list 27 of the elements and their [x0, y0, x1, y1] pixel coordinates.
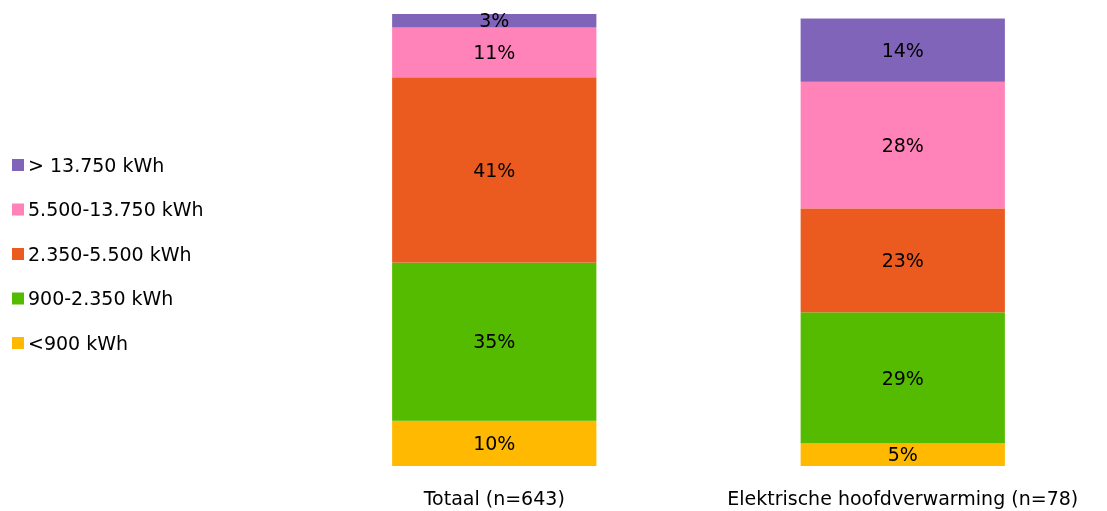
legend-label: 2.350-5.500 kWh [28, 242, 192, 265]
data-label: 14% [881, 38, 924, 61]
data-label: 35% [473, 330, 516, 353]
legend-label: > 13.750 kWh [28, 153, 165, 176]
legend-label: 5.500-13.750 kWh [28, 198, 204, 221]
data-label: 10% [473, 432, 516, 455]
bar [392, 27, 597, 78]
bar [392, 77, 597, 263]
legend-label: <900 kWh [28, 331, 129, 354]
data-label: 5% [887, 443, 918, 466]
data-label: 23% [881, 248, 924, 271]
legend-label: 900-2.350 kWh [28, 287, 174, 310]
data-label: 28% [881, 133, 924, 156]
bar [392, 262, 597, 421]
data-label: 29% [881, 366, 924, 389]
bar [800, 443, 1005, 466]
data-label: 3% [479, 9, 510, 32]
bar [800, 81, 1005, 209]
data-label: 41% [473, 158, 516, 181]
bar [800, 208, 1005, 313]
bar [800, 18, 1005, 82]
x-tick-label: Totaal (n=643) [422, 487, 565, 509]
data-label: 11% [473, 41, 516, 64]
bar [800, 312, 1005, 444]
x-tick-label: Elektrische hoofdverwarming (n=78) [727, 487, 1079, 509]
bar [392, 14, 597, 28]
bar [392, 420, 597, 466]
